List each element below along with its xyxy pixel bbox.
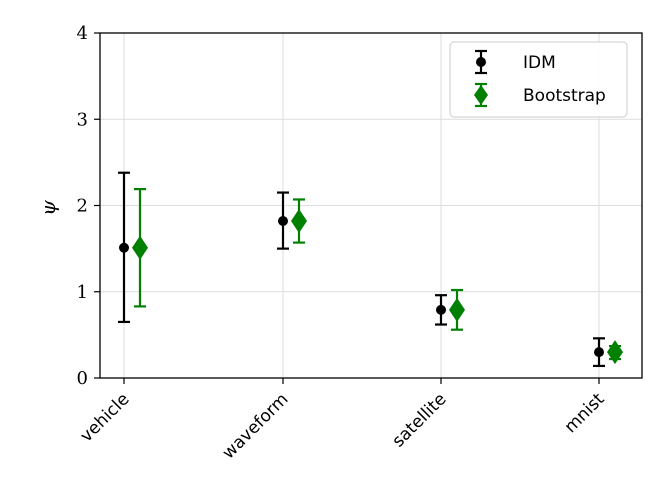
point-idm bbox=[594, 347, 604, 358]
x-tick-label: satellite bbox=[389, 389, 451, 451]
y-tick-label: 3 bbox=[77, 109, 88, 130]
legend-label: IDM bbox=[523, 53, 556, 73]
y-tick-label: 4 bbox=[77, 23, 88, 44]
y-tick-label: 0 bbox=[77, 368, 88, 389]
legend-marker-circle bbox=[476, 57, 486, 67]
x-tick-label: waveform bbox=[219, 389, 293, 463]
legend-marker-diamond bbox=[474, 85, 488, 105]
point-bootstrap bbox=[291, 209, 307, 234]
plot-marks bbox=[118, 171, 623, 368]
point-bootstrap bbox=[132, 235, 148, 260]
point-idm bbox=[278, 216, 288, 227]
point-bootstrap bbox=[449, 297, 465, 322]
y-tick-label: 2 bbox=[77, 196, 88, 217]
legend-label: Bootstrap bbox=[523, 86, 606, 106]
y-tick-label: 1 bbox=[77, 282, 88, 303]
y-axis-label: ψ bbox=[36, 200, 60, 216]
legend: IDM Bootstrap bbox=[449, 41, 628, 118]
point-idm bbox=[436, 304, 446, 315]
x-tick-label: mnist bbox=[561, 389, 609, 437]
legend-box bbox=[449, 41, 628, 118]
x-tick-label: vehicle bbox=[77, 389, 134, 446]
point-idm bbox=[119, 242, 129, 253]
point-bootstrap bbox=[607, 340, 623, 365]
